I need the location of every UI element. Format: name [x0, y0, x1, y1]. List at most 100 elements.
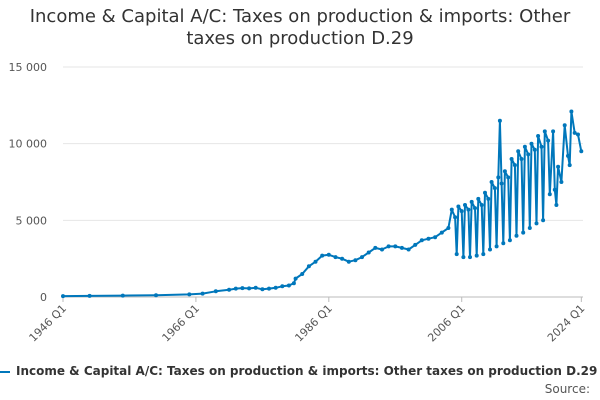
data-point: [579, 149, 584, 154]
data-point: [439, 230, 444, 235]
data-point: [541, 218, 546, 223]
data-point: [556, 164, 561, 169]
data-point: [260, 287, 265, 292]
data-point: [542, 129, 547, 134]
data-point: [527, 226, 532, 230]
data-point: [547, 192, 552, 197]
data-point: [61, 294, 65, 299]
data-point: [501, 241, 506, 246]
data-point: [419, 238, 424, 243]
y-tick-label: 15 000: [9, 61, 48, 74]
data-point: [483, 190, 487, 195]
data-point: [291, 281, 296, 286]
series-group: [61, 109, 584, 299]
data-point: [474, 253, 479, 258]
data-point: [469, 199, 474, 204]
data-point: [406, 247, 411, 252]
data-point: [326, 252, 331, 257]
data-point: [481, 252, 486, 257]
data-point: [576, 132, 580, 137]
data-point: [506, 175, 511, 180]
data-point: [300, 272, 305, 276]
data-point: [456, 204, 461, 209]
data-point: [546, 138, 551, 143]
data-point: [521, 230, 526, 235]
data-point: [562, 123, 567, 128]
data-point: [399, 245, 404, 250]
data-point: [552, 187, 557, 192]
data-point: [426, 236, 431, 241]
chart-title-line-2: taxes on production D.29: [186, 28, 414, 49]
x-tick-label: 1966 Q1: [159, 302, 202, 345]
data-point: [253, 285, 258, 290]
data-point: [187, 292, 192, 297]
data-point: [346, 259, 351, 264]
legend-swatch: [0, 370, 10, 373]
data-point: [360, 255, 364, 260]
y-axis: 0 5 000 10 000 15 000: [9, 61, 48, 304]
data-point: [539, 144, 544, 149]
data-point: [320, 253, 325, 258]
x-tick-label: 2024 Q1: [545, 302, 588, 345]
data-point: [499, 181, 504, 186]
data-point: [446, 226, 451, 230]
data-point: [488, 247, 492, 252]
data-point: [200, 291, 205, 296]
y-tick-label: 0: [40, 291, 47, 304]
data-point: [461, 255, 466, 260]
data-point: [120, 293, 125, 298]
data-point: [280, 284, 285, 289]
data-point: [522, 144, 527, 149]
data-point: [492, 186, 497, 191]
x-axis: 1946 Q1 1966 Q1 1986 Q1 2006 Q1 2024 Q1: [27, 297, 588, 345]
x-tick-label: 1986 Q1: [292, 302, 335, 345]
data-point: [240, 286, 245, 291]
source-label: Source:: [544, 382, 590, 396]
data-point: [554, 203, 559, 207]
data-point: [227, 287, 232, 292]
data-point: [507, 238, 512, 243]
data-point: [534, 221, 539, 226]
data-point: [267, 286, 271, 291]
data-point: [494, 244, 499, 249]
data-point: [380, 247, 384, 252]
x-tick-label: 1946 Q1: [27, 302, 70, 345]
series-line: [62, 110, 583, 298]
data-point: [566, 153, 570, 158]
data-point: [393, 244, 398, 249]
data-point: [529, 141, 534, 146]
data-point: [87, 293, 92, 298]
data-point: [233, 286, 238, 291]
data-point: [453, 215, 458, 220]
data-point: [512, 163, 517, 168]
data-point: [516, 149, 521, 154]
data-point: [489, 180, 494, 184]
data-point: [519, 157, 524, 161]
data-point: [286, 283, 291, 288]
data-point: [459, 209, 464, 214]
data-point: [306, 264, 311, 269]
data-point: [486, 196, 491, 201]
data-point: [572, 130, 577, 135]
chart-title-line-1: Income & Capital A/C: Taxes on productio…: [29, 6, 571, 27]
data-point: [366, 250, 371, 255]
data-point: [293, 276, 298, 281]
data-point: [353, 258, 358, 263]
legend[interactable]: Income & Capital A/C: Taxes on productio…: [0, 364, 600, 382]
legend-label: Income & Capital A/C: Taxes on productio…: [16, 364, 598, 378]
data-point: [532, 147, 537, 152]
data-point: [333, 255, 338, 260]
data-point: [154, 293, 158, 298]
data-point: [413, 242, 418, 247]
y-tick-label: 5 000: [16, 214, 48, 227]
data-point: [567, 163, 572, 168]
data-point: [526, 152, 531, 157]
data-point: [502, 169, 507, 174]
data-point: [479, 203, 484, 207]
data-point: [454, 252, 459, 257]
x-tick-label: 2006 Q1: [425, 302, 468, 345]
data-point: [313, 259, 318, 264]
data-point: [468, 255, 472, 260]
data-point: [213, 289, 218, 294]
